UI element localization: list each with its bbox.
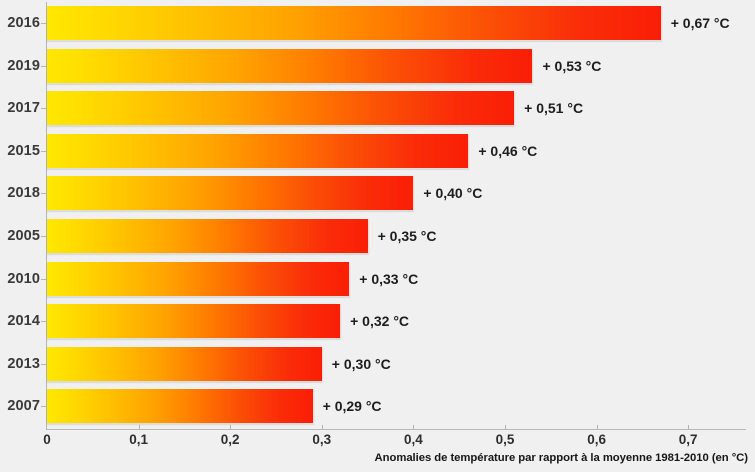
bar-fill (47, 261, 351, 297)
bar-fill (47, 48, 534, 84)
x-axis-tick (505, 425, 506, 430)
x-axis-tick-label: 0,1 (129, 432, 148, 447)
bar-row: 2017 + 0,51 °C (0, 87, 755, 129)
bar-fill (47, 91, 516, 127)
bar-fill (47, 346, 323, 382)
bar-row: 2005 + 0,35 °C (0, 215, 755, 257)
x-axis-tick-label: 0,2 (220, 432, 240, 447)
y-axis-tick (41, 278, 46, 280)
bar-2007[interactable] (47, 389, 314, 425)
bar-2018[interactable] (47, 176, 415, 212)
bar-row: 2007 + 0,29 °C (0, 385, 755, 427)
plot-area: 2016 + 0,67 °C 2019 + 0,53 °C 2017 + 0,51 °C 2… (0, 2, 755, 447)
bar-fill (47, 304, 342, 340)
value-label-2013: + 0,30 °C (331, 355, 391, 372)
x-axis-tick-label: 0,3 (312, 432, 332, 447)
value-label-2015: + 0,46 °C (478, 142, 538, 159)
value-label-2014: + 0,32 °C (350, 313, 410, 330)
y-axis-tick (41, 150, 46, 152)
bar-2010[interactable] (47, 261, 351, 297)
bar-fill (47, 133, 470, 169)
x-axis-line (46, 429, 746, 430)
year-label-2017: 2017 (7, 100, 40, 117)
bar-row: 2010 + 0,33 °C (0, 258, 755, 300)
y-axis-tick (41, 363, 46, 365)
bar-2015[interactable] (47, 133, 470, 169)
bar-2014[interactable] (47, 304, 342, 340)
y-axis-tick (41, 321, 46, 323)
y-axis-line (46, 2, 47, 429)
bar-2005[interactable] (47, 219, 369, 254)
year-label-2018: 2018 (7, 185, 40, 202)
year-label-2013: 2013 (7, 355, 40, 372)
value-label-2017: + 0,51 °C (524, 100, 584, 117)
bar-row: 2016 + 0,67 °C (0, 2, 755, 44)
bar-fill (47, 219, 369, 254)
x-axis-tick (138, 425, 140, 430)
x-axis-tick-label: 0 (43, 432, 51, 447)
bar-fill (47, 176, 415, 212)
x-axis-tick (688, 425, 690, 430)
value-label-2005: + 0,35 °C (377, 228, 437, 244)
x-axis-tick (321, 425, 323, 430)
y-axis-tick (41, 236, 46, 237)
value-label-2010: + 0,33 °C (359, 270, 419, 287)
y-axis-tick (41, 23, 46, 24)
bar-row: 2014 + 0,32 °C (0, 300, 755, 342)
x-axis-tick-label: 0,7 (678, 432, 698, 447)
bar-row: 2018 + 0,40 °C (0, 172, 755, 214)
y-axis-tick (41, 65, 46, 67)
chart-caption: Anomalies de température par rapport à l… (374, 452, 749, 464)
bar-2019[interactable] (47, 48, 534, 84)
bar-row: 2019 + 0,53 °C (0, 45, 755, 87)
value-label-2007: + 0,29 °C (322, 398, 382, 415)
bar-2013[interactable] (47, 346, 323, 382)
bar-2017[interactable] (47, 91, 516, 127)
x-axis-tick-label: 0,6 (587, 432, 606, 447)
bar-fill (47, 6, 662, 41)
bar-2016[interactable] (47, 6, 662, 41)
y-axis-tick (41, 406, 46, 408)
bar-row: 2013 + 0,30 °C (0, 343, 755, 385)
x-axis-tick (230, 425, 232, 430)
bar-fill (47, 389, 314, 425)
year-label-2016: 2016 (7, 15, 40, 31)
y-axis-tick (41, 193, 46, 195)
bar-row: 2015 + 0,46 °C (0, 130, 755, 172)
x-axis-tick-label: 0,5 (495, 432, 515, 447)
y-axis-tick (41, 108, 46, 110)
x-axis-tick (413, 425, 415, 430)
x-axis-tick-label: 0,4 (404, 432, 423, 447)
year-label-2005: 2005 (7, 228, 40, 244)
value-label-2016: + 0,67 °C (670, 15, 730, 31)
x-axis-tick (596, 425, 598, 430)
year-label-2019: 2019 (7, 57, 40, 74)
year-label-2014: 2014 (7, 313, 40, 330)
year-label-2010: 2010 (7, 270, 40, 287)
value-label-2019: + 0,53 °C (542, 57, 602, 74)
year-label-2015: 2015 (7, 142, 40, 159)
value-label-2018: + 0,40 °C (423, 185, 483, 202)
year-label-2007: 2007 (7, 398, 40, 415)
